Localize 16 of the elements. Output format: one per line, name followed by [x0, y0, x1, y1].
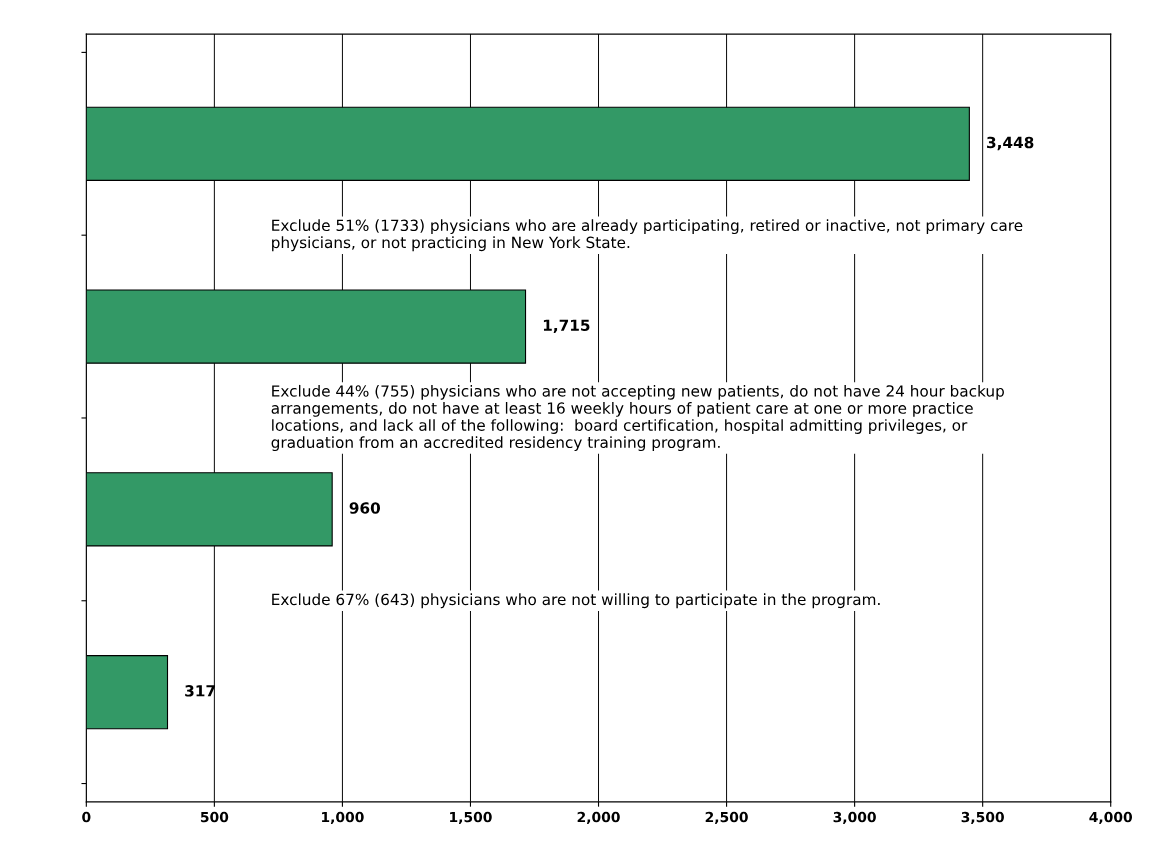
annotation: Exclude 67% (643) physicians who are not willing to participate in the program. — [272, 593, 880, 609]
x-tick-label: 500 — [200, 811, 229, 823]
data-label: 3,448 — [987, 136, 1034, 151]
x-tick-label: 2,500 — [705, 811, 748, 825]
annotation: Exclude 51% (1733) physicians who are already participating, retired or inactive, not primary care physicians, or not practicing in New York State. — [272, 219, 1023, 252]
annotation: Exclude 44% (755) physicians who are not accepting new patients, do not have 24 hour backup arrangements, do not have at least 16 weekly hours of patient care at one or more practice locations, and lack all of the following: board certification, hospital admitting privileges, or graduation from an accredited residency training program. — [271, 384, 1004, 452]
data-label: 1,715 — [543, 319, 590, 333]
x-tick-label: 3,500 — [961, 811, 1004, 825]
x-tick-label: 4,000 — [1089, 811, 1133, 825]
bar — [86, 655, 169, 730]
x-tick-label: 2,000 — [577, 811, 620, 825]
x-tick-label: 1,500 — [450, 811, 492, 825]
x-tick-label: 3,000 — [833, 811, 876, 825]
x-tick-label: 1,000 — [322, 811, 364, 825]
data-label: 960 — [349, 502, 381, 514]
x-tick-label: 0 — [82, 811, 91, 823]
